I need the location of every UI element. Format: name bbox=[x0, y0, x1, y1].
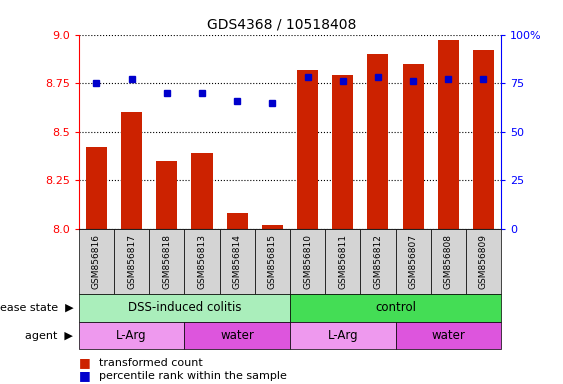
Text: water: water bbox=[431, 329, 465, 342]
Bar bbox=[403, 64, 423, 229]
Text: percentile rank within the sample: percentile rank within the sample bbox=[99, 371, 287, 381]
Text: GSM856811: GSM856811 bbox=[338, 234, 347, 289]
Text: GSM856808: GSM856808 bbox=[444, 234, 453, 289]
Text: ■: ■ bbox=[79, 356, 91, 369]
Text: GSM856818: GSM856818 bbox=[162, 234, 171, 289]
Bar bbox=[297, 70, 318, 229]
Bar bbox=[368, 54, 388, 229]
Text: GSM856812: GSM856812 bbox=[373, 234, 382, 289]
Text: GSM856809: GSM856809 bbox=[479, 234, 488, 289]
Text: GSM856814: GSM856814 bbox=[233, 234, 242, 289]
Text: water: water bbox=[220, 329, 254, 342]
Bar bbox=[191, 153, 213, 229]
Bar bbox=[157, 161, 177, 229]
Text: GSM856810: GSM856810 bbox=[303, 234, 312, 289]
Bar bbox=[332, 75, 354, 229]
Bar bbox=[473, 50, 494, 229]
Text: GDS4368 / 10518408: GDS4368 / 10518408 bbox=[207, 17, 356, 31]
Text: L-Arg: L-Arg bbox=[328, 329, 358, 342]
Text: control: control bbox=[375, 301, 416, 314]
Text: GSM856807: GSM856807 bbox=[409, 234, 418, 289]
Text: transformed count: transformed count bbox=[99, 358, 202, 368]
Text: ■: ■ bbox=[79, 369, 91, 382]
Text: L-Arg: L-Arg bbox=[117, 329, 147, 342]
Text: GSM856817: GSM856817 bbox=[127, 234, 136, 289]
Text: GSM856813: GSM856813 bbox=[198, 234, 207, 289]
Bar bbox=[438, 40, 459, 229]
Text: GSM856816: GSM856816 bbox=[92, 234, 101, 289]
Text: disease state  ▶: disease state ▶ bbox=[0, 303, 73, 313]
Bar bbox=[86, 147, 107, 229]
Text: DSS-induced colitis: DSS-induced colitis bbox=[128, 301, 241, 314]
Bar bbox=[262, 225, 283, 229]
Bar bbox=[226, 214, 248, 229]
Bar bbox=[121, 112, 142, 229]
Text: GSM856815: GSM856815 bbox=[268, 234, 277, 289]
Text: agent  ▶: agent ▶ bbox=[25, 331, 73, 341]
